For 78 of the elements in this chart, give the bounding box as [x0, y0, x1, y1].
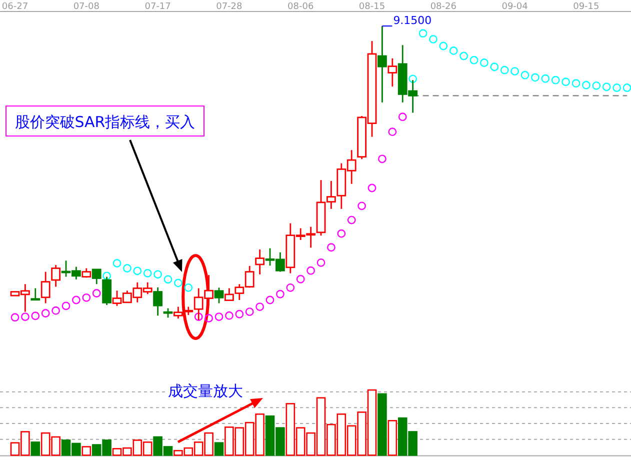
point [602, 82, 611, 92]
point [10, 313, 20, 322]
point [143, 269, 152, 278]
point [164, 275, 172, 284]
point [31, 312, 40, 320]
point [418, 29, 428, 38]
point [612, 84, 621, 92]
point [72, 296, 80, 304]
point [500, 66, 509, 74]
x-tick-label: 08-15 [358, 2, 386, 12]
point [184, 283, 193, 292]
point [541, 74, 550, 83]
point [245, 308, 254, 316]
point [510, 67, 519, 76]
point [92, 289, 101, 298]
point [225, 311, 234, 320]
x-tick-label: 07-28 [216, 2, 243, 12]
point [123, 264, 132, 272]
x-tick-label: 08-26 [430, 2, 457, 12]
point [490, 62, 499, 72]
x-tick-label: 08-06 [288, 2, 314, 12]
point [41, 309, 50, 318]
x-tick-label: 09-04 [502, 2, 528, 12]
point [276, 290, 284, 298]
point [266, 296, 274, 304]
point [194, 312, 203, 321]
point [347, 216, 356, 224]
annotation: 9.1500 [393, 14, 432, 27]
annotation: 股价突破SAR指标线，买入 [14, 113, 196, 131]
point [174, 278, 182, 288]
point [306, 266, 315, 275]
point [296, 274, 305, 284]
point [102, 272, 111, 280]
point [82, 293, 91, 302]
x-tick-label: 09-15 [573, 2, 600, 12]
bar [388, 420, 398, 456]
point [449, 46, 458, 55]
point [592, 81, 601, 90]
point [562, 78, 570, 86]
point [480, 58, 488, 67]
point [439, 42, 448, 50]
point [62, 302, 70, 310]
point [112, 259, 122, 268]
point [256, 302, 264, 311]
point [368, 184, 376, 192]
point [551, 76, 560, 84]
point [572, 79, 580, 88]
point [235, 310, 244, 318]
point [470, 56, 478, 64]
annotation: 成交量放大 [168, 382, 243, 400]
bar [214, 442, 224, 456]
x-tick-label: 07-17 [144, 2, 171, 12]
point [214, 312, 224, 321]
point [286, 283, 295, 292]
point [582, 80, 590, 90]
point [337, 229, 346, 238]
point [133, 266, 142, 276]
point [204, 314, 213, 322]
point [460, 52, 468, 60]
point [154, 270, 162, 279]
point [429, 35, 438, 44]
point [327, 243, 336, 252]
point [398, 112, 407, 122]
point [388, 128, 397, 136]
bar [30, 442, 40, 456]
bar [82, 446, 92, 456]
point [520, 70, 530, 80]
point [408, 74, 417, 84]
point [52, 306, 60, 315]
point [622, 84, 631, 92]
point [316, 258, 326, 267]
x-tick-label: 07-08 [73, 2, 100, 12]
point [358, 202, 366, 210]
point [531, 73, 540, 82]
x-tick-label: 06-27 [2, 2, 28, 12]
point [21, 312, 30, 321]
point [378, 154, 386, 164]
bar [378, 393, 387, 456]
